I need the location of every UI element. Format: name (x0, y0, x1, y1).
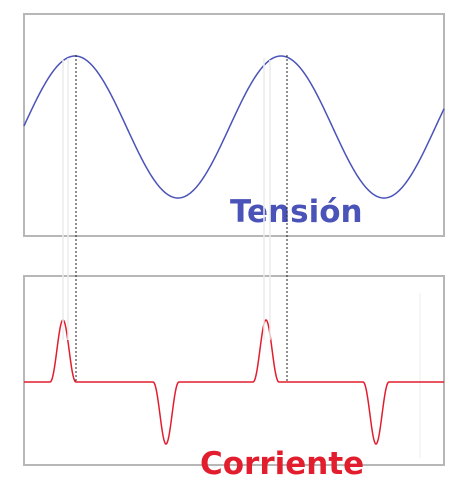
voltage-panel: Tensión (23, 13, 445, 237)
alignment-lines (75, 55, 288, 382)
current-label: Corriente (200, 446, 364, 482)
voltage-label: Tensión (230, 194, 363, 230)
current-pulse-wave (24, 319, 444, 445)
voltage-sine-wave (23, 55, 445, 199)
current-panel-frame (23, 275, 445, 466)
projection-guides (62, 58, 271, 340)
voltage-panel-frame (23, 13, 445, 237)
current-panel: Corriente (23, 275, 445, 482)
